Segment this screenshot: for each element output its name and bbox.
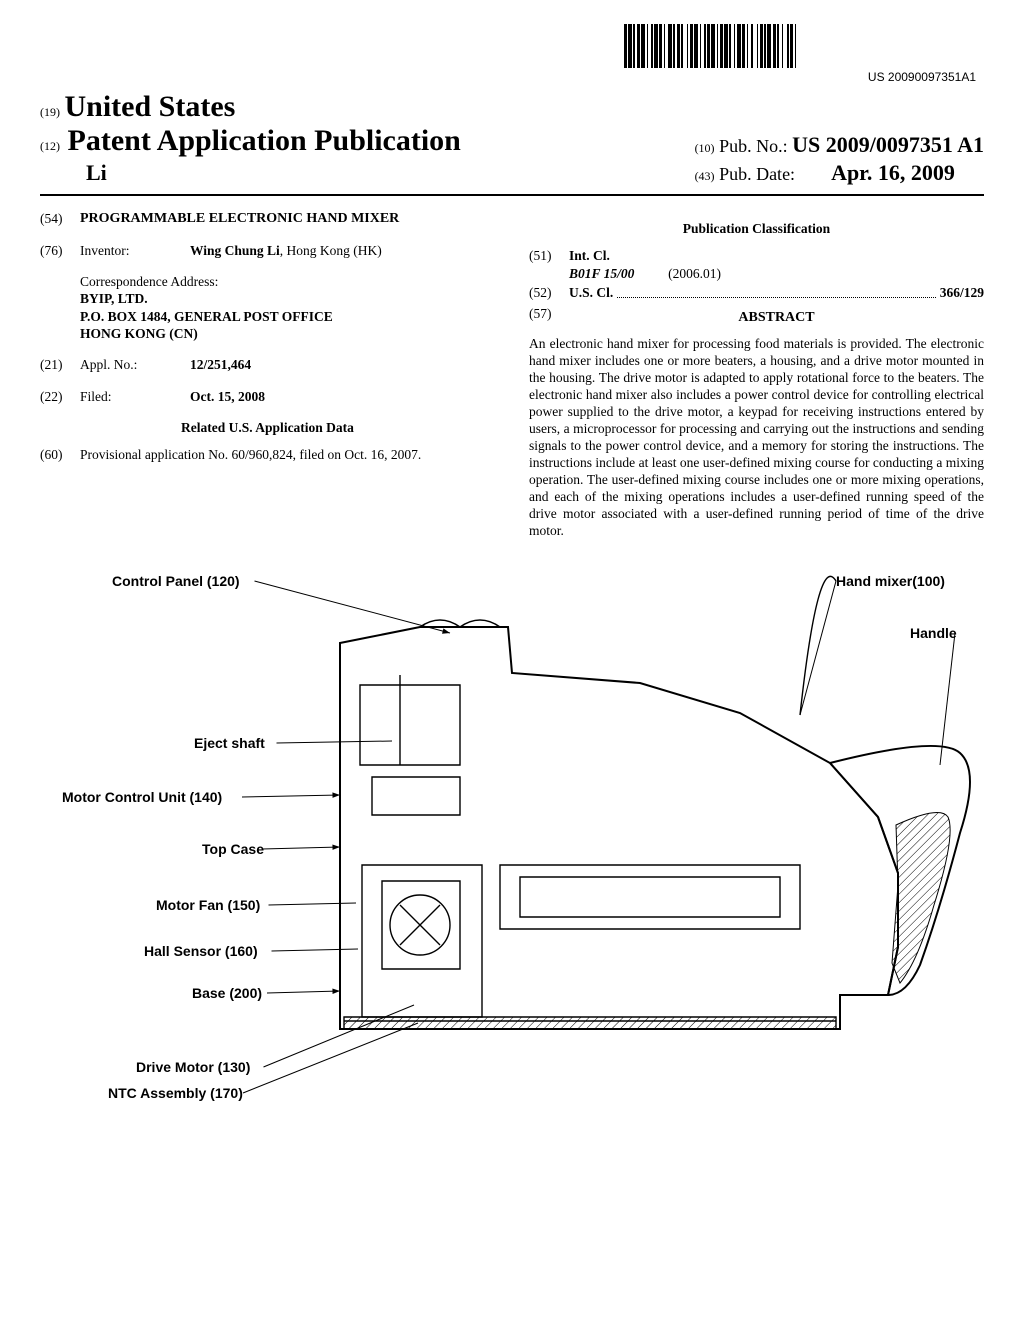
figure-drawing bbox=[40, 565, 984, 1125]
field-54-num: (54) bbox=[40, 210, 80, 228]
inventor-rest: , Hong Kong (HK) bbox=[280, 243, 382, 258]
callout-label: Hall Sensor (160) bbox=[144, 943, 258, 959]
callout-label: Eject shaft bbox=[194, 735, 265, 751]
inventor-value: Wing Chung Li, Hong Kong (HK) bbox=[190, 242, 495, 259]
field-22-label: Filed: bbox=[80, 388, 190, 405]
intcl-code: B01F 15/00 bbox=[569, 266, 634, 281]
field-21-num: (21) bbox=[40, 356, 80, 373]
filed-date-value: Oct. 15, 2008 bbox=[190, 388, 495, 405]
left-column: (54) PROGRAMMABLE ELECTRONIC HAND MIXER … bbox=[40, 210, 495, 539]
pubclass-heading: Publication Classification bbox=[529, 220, 984, 237]
callout-label: Control Panel (120) bbox=[112, 573, 240, 589]
field-21-label: Appl. No.: bbox=[80, 356, 190, 373]
field-52-num: (52) bbox=[529, 284, 569, 301]
pub-date-line: (43) Pub. Date: Apr. 16, 2009 bbox=[695, 160, 984, 186]
intcl-row: B01F 15/00 (2006.01) bbox=[569, 265, 984, 282]
invention-title: PROGRAMMABLE ELECTRONIC HAND MIXER bbox=[80, 210, 399, 228]
appl-no-value: 12/251,464 bbox=[190, 356, 495, 373]
publication-type: Patent Application Publication bbox=[68, 124, 461, 157]
callout-label: Handle bbox=[910, 625, 957, 641]
inventor-name: Wing Chung Li bbox=[190, 243, 280, 258]
pub-no-label: Pub. No.: bbox=[719, 136, 788, 156]
field-54: (54) PROGRAMMABLE ELECTRONIC HAND MIXER bbox=[40, 210, 495, 228]
right-column: Publication Classification (51) Int. Cl.… bbox=[529, 210, 984, 539]
related-heading: Related U.S. Application Data bbox=[40, 419, 495, 436]
abstract-label: ABSTRACT bbox=[569, 309, 984, 327]
callout-label: NTC Assembly (170) bbox=[108, 1085, 243, 1101]
correspondence-line-1: P.O. BOX 1484, GENERAL POST OFFICE bbox=[80, 308, 495, 325]
field-60: (60) Provisional application No. 60/960,… bbox=[40, 446, 495, 463]
prefix-12: (12) bbox=[40, 139, 60, 153]
abstract-text: An electronic hand mixer for processing … bbox=[529, 335, 984, 539]
prefix-10: (10) bbox=[695, 141, 715, 155]
field-21: (21) Appl. No.: 12/251,464 bbox=[40, 356, 495, 373]
correspondence-line-2: HONG KONG (CN) bbox=[80, 325, 495, 342]
callout-label: Hand mixer(100) bbox=[836, 573, 945, 589]
field-76-num: (76) bbox=[40, 242, 80, 259]
dot-leader bbox=[617, 288, 935, 298]
field-51-num: (51) bbox=[529, 247, 569, 282]
biblio-columns: (54) PROGRAMMABLE ELECTRONIC HAND MIXER … bbox=[40, 210, 984, 539]
country-name: United States bbox=[65, 90, 236, 123]
field-51: (51) Int. Cl. B01F 15/00 (2006.01) bbox=[529, 247, 984, 282]
barcode bbox=[624, 24, 984, 68]
figure: Control Panel (120) Hand mixer(100) Handle… bbox=[40, 565, 984, 1125]
field-22-num: (22) bbox=[40, 388, 80, 405]
provisional-text: Provisional application No. 60/960,824, … bbox=[80, 446, 495, 463]
intcl-label: Int. Cl. bbox=[569, 247, 984, 264]
field-52: (52) U.S. Cl. 366/129 bbox=[529, 284, 984, 301]
callout-label: Motor Fan (150) bbox=[156, 897, 260, 913]
field-57-num: (57) bbox=[529, 305, 569, 333]
intcl-block: Int. Cl. B01F 15/00 (2006.01) bbox=[569, 247, 984, 282]
field-22: (22) Filed: Oct. 15, 2008 bbox=[40, 388, 495, 405]
field-57: (57) ABSTRACT bbox=[529, 305, 984, 333]
barcode-block: US 20090097351A1 bbox=[40, 24, 984, 84]
header: (19) United States (12) Patent Applicati… bbox=[40, 90, 984, 186]
prefix-19: (19) bbox=[40, 105, 60, 119]
uscl-label: U.S. Cl. bbox=[569, 284, 613, 301]
field-76-label: Inventor: bbox=[80, 242, 190, 259]
country-line: (19) United States bbox=[40, 90, 461, 124]
header-left: (19) United States (12) Patent Applicati… bbox=[40, 90, 461, 186]
callout-label: Drive Motor (130) bbox=[136, 1059, 250, 1075]
barcode-text: US 20090097351A1 bbox=[868, 70, 976, 84]
pub-date-value: Apr. 16, 2009 bbox=[831, 160, 955, 185]
prefix-43: (43) bbox=[695, 169, 715, 183]
correspondence-block: Correspondence Address: BYIP, LTD. P.O. … bbox=[80, 273, 495, 342]
correspondence-heading: Correspondence Address: bbox=[80, 273, 495, 290]
uscl-row: U.S. Cl. 366/129 bbox=[569, 284, 984, 301]
pub-no-value: US 2009/0097351 A1 bbox=[792, 132, 984, 157]
header-rule bbox=[40, 194, 984, 196]
callout-label: Base (200) bbox=[192, 985, 262, 1001]
callout-label: Motor Control Unit (140) bbox=[62, 789, 222, 805]
header-right: (10) Pub. No.: US 2009/0097351 A1 (43) P… bbox=[695, 132, 984, 186]
callout-label: Top Case bbox=[202, 841, 264, 857]
correspondence-line-0: BYIP, LTD. bbox=[80, 290, 495, 307]
field-60-num: (60) bbox=[40, 446, 80, 463]
pub-no-line: (10) Pub. No.: US 2009/0097351 A1 bbox=[695, 132, 984, 158]
author-name: Li bbox=[86, 160, 461, 186]
field-76: (76) Inventor: Wing Chung Li, Hong Kong … bbox=[40, 242, 495, 259]
intcl-date: (2006.01) bbox=[668, 266, 721, 281]
pub-date-label: Pub. Date: bbox=[719, 164, 795, 184]
publication-type-line: (12) Patent Application Publication bbox=[40, 124, 461, 158]
uscl-value: 366/129 bbox=[940, 284, 984, 301]
